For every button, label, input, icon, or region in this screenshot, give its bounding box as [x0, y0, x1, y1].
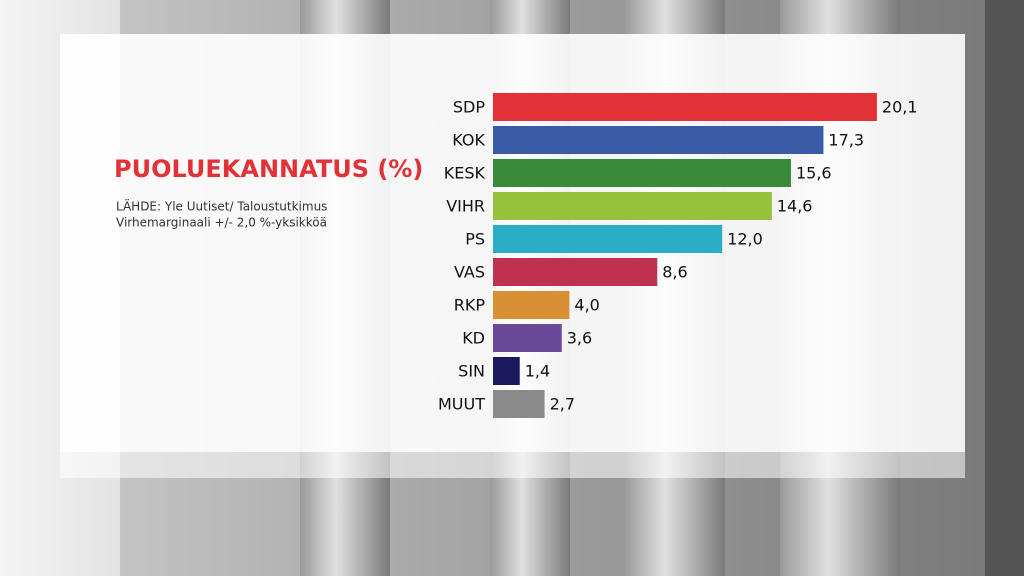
bar	[493, 390, 545, 418]
value-label: 1,4	[525, 362, 550, 381]
value-label: 12,0	[727, 230, 763, 249]
bar	[493, 225, 723, 253]
note: Virhemarginaali +/- 2,0 %-yksikköä	[116, 216, 327, 230]
bar	[493, 324, 562, 352]
value-label: 8,6	[662, 263, 687, 282]
value-label: 17,3	[828, 131, 864, 150]
value-label: 2,7	[550, 395, 575, 414]
category-label: RKP	[454, 296, 486, 315]
value-label: 15,6	[796, 164, 832, 183]
bar	[493, 357, 520, 385]
category-label: KOK	[452, 131, 485, 150]
panel-strip	[60, 452, 965, 478]
bar	[493, 93, 877, 121]
bar	[493, 159, 791, 187]
bar	[493, 126, 824, 154]
bar	[493, 258, 658, 286]
category-label: PS	[465, 230, 485, 249]
value-label: 3,6	[567, 329, 592, 348]
value-label: 14,6	[777, 197, 813, 216]
category-label: MUUT	[438, 395, 485, 414]
value-label: 20,1	[882, 98, 918, 117]
chart-title: PUOLUEKANNATUS (%)	[114, 155, 423, 183]
category-label: KD	[462, 329, 485, 348]
bar	[493, 291, 570, 319]
category-label: VIHR	[446, 197, 485, 216]
value-label: 4,0	[574, 296, 599, 315]
source: LÄHDE: Yle Uutiset/ Taloustutkimus	[116, 199, 327, 214]
category-label: SIN	[458, 362, 485, 381]
category-label: VAS	[454, 263, 485, 282]
category-label: KESK	[444, 164, 486, 183]
category-label: SDP	[453, 98, 485, 117]
bar	[493, 192, 772, 220]
